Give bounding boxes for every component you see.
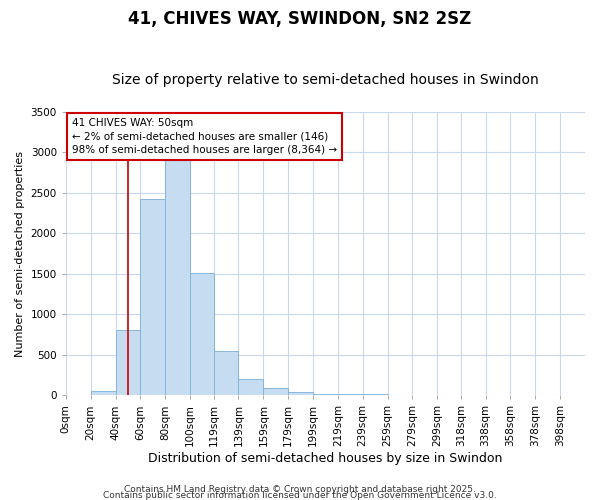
Text: Contains public sector information licensed under the Open Government Licence v3: Contains public sector information licen… [103, 490, 497, 500]
Bar [214, 350, 238, 396]
Y-axis label: Number of semi-detached properties: Number of semi-detached properties [15, 150, 25, 356]
Bar [338, 394, 362, 396]
Bar [288, 392, 313, 396]
Text: Contains HM Land Registry data © Crown copyright and database right 2025.: Contains HM Land Registry data © Crown c… [124, 484, 476, 494]
Bar [91, 391, 116, 396]
Text: 41 CHIVES WAY: 50sqm
← 2% of semi-detached houses are smaller (146)
98% of semi-: 41 CHIVES WAY: 50sqm ← 2% of semi-detach… [72, 118, 337, 154]
Bar [313, 394, 338, 396]
Bar [140, 200, 165, 396]
X-axis label: Distribution of semi-detached houses by size in Swindon: Distribution of semi-detached houses by … [148, 452, 503, 465]
Bar [66, 394, 91, 396]
Text: 41, CHIVES WAY, SWINDON, SN2 2SZ: 41, CHIVES WAY, SWINDON, SN2 2SZ [128, 10, 472, 28]
Bar [165, 160, 190, 396]
Bar [263, 388, 288, 396]
Title: Size of property relative to semi-detached houses in Swindon: Size of property relative to semi-detach… [112, 73, 539, 87]
Bar [116, 330, 140, 396]
Bar [362, 394, 388, 396]
Bar [190, 273, 214, 396]
Bar [238, 379, 263, 396]
